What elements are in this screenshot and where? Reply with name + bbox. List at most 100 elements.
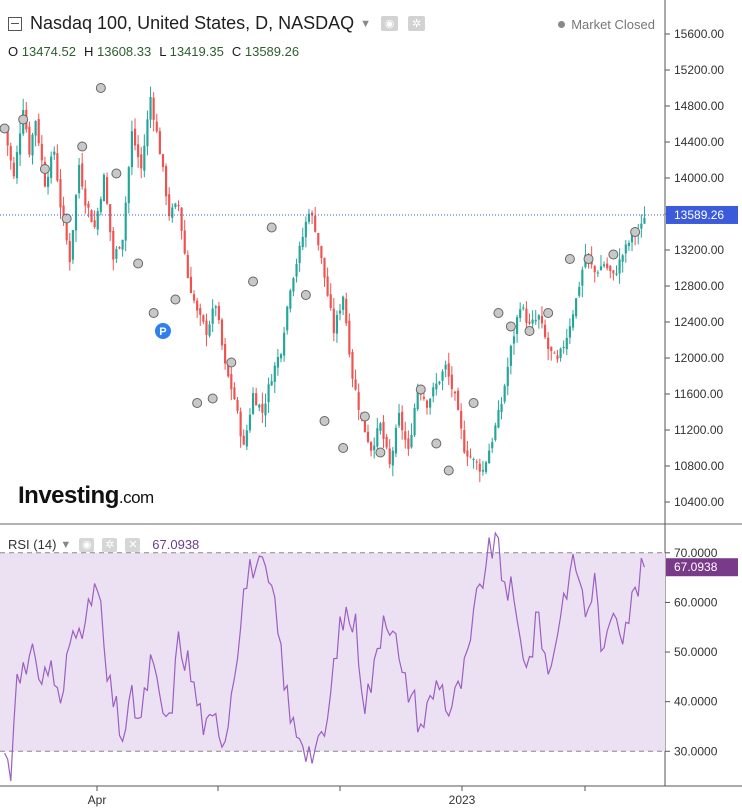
price-y-tick-label: 10400.00 (674, 495, 724, 509)
candle-body (335, 315, 339, 334)
high-number: 13608.33 (97, 44, 152, 59)
chart-title[interactable]: Nasdaq 100, United States, D, NASDAQ (30, 13, 355, 33)
event-marker (608, 249, 619, 260)
candle-body (105, 177, 109, 204)
x-tick-label: 2023 (449, 793, 476, 807)
candle-body (28, 126, 31, 155)
gear-icon[interactable]: ✲ (408, 16, 426, 31)
price-y-tick-label: 10800.00 (674, 459, 724, 473)
low-number: 13419.35 (169, 44, 224, 59)
candle-body (612, 270, 615, 274)
investing-logo: Investing.com (18, 482, 154, 510)
rsi-label[interactable]: RSI (14) (8, 537, 57, 552)
caret-down-icon[interactable]: ▼ (360, 17, 372, 30)
candle-body (295, 264, 298, 277)
candle-body (404, 431, 407, 440)
rsi-y-tick-label: 30.0000 (674, 744, 718, 758)
event-marker (359, 411, 370, 422)
candle-body (621, 255, 624, 262)
event-marker (583, 254, 594, 264)
candle-body (441, 371, 444, 381)
candle-body (264, 403, 267, 416)
candle-body (630, 232, 634, 243)
price-y-tick-label: 14000.00 (674, 171, 724, 185)
event-marker (18, 114, 29, 125)
candle-body (599, 266, 603, 271)
candle-body (556, 355, 559, 360)
collapse-icon[interactable] (8, 16, 22, 31)
event-marker (192, 398, 203, 408)
candle-body (202, 315, 205, 322)
candle-body (130, 131, 133, 168)
high-label: H (83, 44, 94, 59)
candle-body (273, 365, 276, 382)
candle-body (298, 245, 301, 264)
event-marker (95, 83, 106, 93)
close-icon[interactable]: ✕ (125, 537, 141, 552)
market-status-text: Market Closed (571, 17, 655, 32)
candle-body (71, 230, 74, 260)
candle-body (177, 205, 180, 207)
candle-body (220, 319, 224, 346)
candle-body (9, 146, 12, 161)
candle-body (491, 441, 494, 449)
candle-body (242, 435, 245, 445)
candle-body (211, 308, 214, 324)
candle-body (338, 310, 342, 314)
candle-body (174, 203, 177, 208)
rsi-current-label: 67.0938 (674, 560, 718, 574)
rsi-y-tick-label: 70.0000 (674, 546, 718, 560)
candle-body (248, 414, 252, 431)
candle-body (230, 374, 233, 390)
rsi-current-value: 67.0938 (152, 537, 200, 552)
candle-body (438, 381, 441, 384)
candle-body (152, 97, 155, 120)
candle-body (342, 296, 345, 310)
candle-body (379, 423, 382, 431)
candle-body (463, 429, 466, 453)
candle-body (214, 306, 217, 308)
candle-body (575, 298, 578, 317)
candle-body (307, 213, 311, 222)
caret-down-icon[interactable]: ▼ (60, 538, 72, 551)
candle-body (15, 152, 19, 179)
candle-body (258, 404, 261, 408)
event-marker (338, 443, 349, 453)
candle-body (606, 263, 609, 269)
event-marker (61, 213, 72, 224)
gear-icon[interactable]: ✲ (102, 537, 118, 552)
candle-body (270, 381, 273, 386)
candle-body (37, 119, 40, 144)
candle-body (478, 463, 481, 472)
candle-body (410, 434, 413, 448)
candle-body (460, 411, 463, 429)
candle-body (283, 332, 286, 356)
candle-body (140, 154, 143, 169)
candle-body (314, 215, 317, 232)
candle-body (357, 392, 360, 410)
candle-body (488, 450, 491, 464)
candle-body (435, 383, 438, 390)
candle-body (164, 166, 168, 197)
event-marker (266, 222, 277, 233)
candle-body (137, 144, 140, 158)
event-marker (111, 168, 122, 179)
candle-body (571, 314, 575, 328)
rsi-current-label-bg (666, 558, 738, 577)
candle-body (416, 386, 419, 410)
candle-body (540, 315, 544, 324)
candle-body (34, 121, 37, 136)
candle-body (519, 309, 522, 318)
eye-icon[interactable]: ◉ (381, 16, 399, 31)
candle-body (171, 207, 174, 218)
event-marker (524, 326, 535, 336)
status-dot-icon (558, 21, 566, 28)
eye-icon[interactable]: ◉ (79, 537, 95, 552)
candle-body (161, 154, 165, 168)
candle-body (192, 294, 196, 301)
candle-body (186, 254, 189, 279)
low-value: L 13419.35 (159, 44, 224, 59)
candle-body (345, 298, 348, 324)
candle-body (363, 416, 366, 433)
candle-body (525, 308, 528, 323)
